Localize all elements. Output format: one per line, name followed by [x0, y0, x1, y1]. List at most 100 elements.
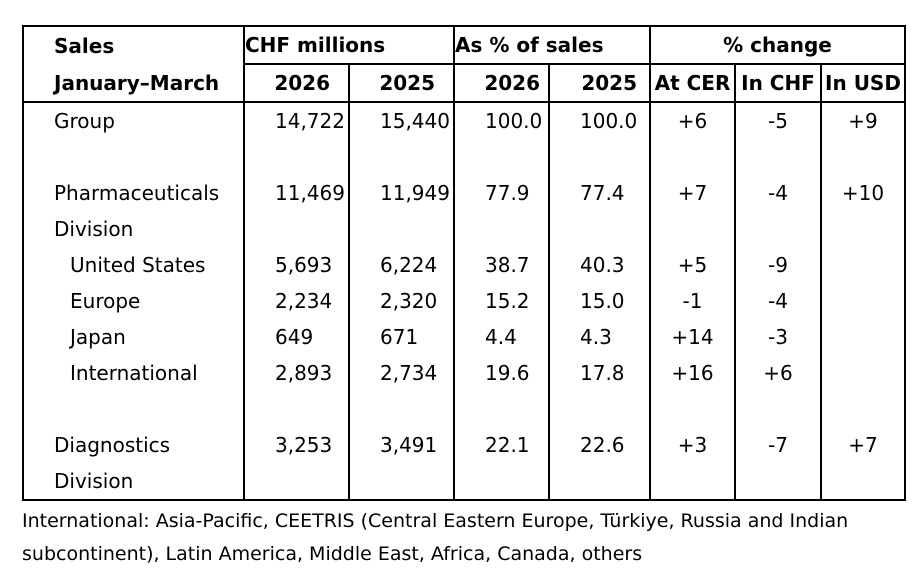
empty-cell: [348, 391, 454, 427]
change-chf: -3: [734, 319, 821, 355]
chf-2025: 3,491: [348, 427, 454, 463]
header-chf-2026: 2026: [243, 64, 349, 103]
empty-cell: [243, 139, 349, 175]
change-usd: [820, 283, 905, 319]
empty-cell: [820, 139, 905, 175]
change-cer: +3: [649, 427, 735, 463]
change-usd: +10: [820, 175, 905, 211]
pct-2026: 100.0: [453, 102, 549, 139]
change-chf: -5: [734, 102, 821, 139]
header-in-usd: In USD: [820, 64, 905, 103]
chf-2026: 2,234: [243, 283, 349, 319]
table-row: Division: [23, 211, 905, 247]
header-pct-change: % change: [649, 26, 905, 65]
empty-cell: [649, 391, 735, 427]
chf-2026: 3,253: [243, 427, 349, 463]
empty-cell: [548, 463, 650, 500]
table-row: Diagnostics 3,253 3,491 22.1 22.6 +3 -7 +7: [23, 427, 905, 463]
chf-2026: 14,722: [243, 102, 349, 139]
pct-2026: 38.7: [453, 247, 549, 283]
row-label: Europe: [70, 289, 141, 313]
change-chf: -4: [734, 283, 821, 319]
empty-cell: [453, 391, 549, 427]
empty-cell: [820, 463, 905, 500]
empty-cell: [23, 391, 244, 427]
change-cer: -1: [649, 283, 735, 319]
pct-2026: 22.1: [453, 427, 549, 463]
empty-cell: [453, 211, 549, 247]
table-row: [23, 139, 905, 175]
empty-cell: [734, 391, 821, 427]
chf-2025: 6,224: [348, 247, 454, 283]
change-cer: +14: [649, 319, 735, 355]
row-label: Japan: [70, 325, 126, 349]
pct-2026: 15.2: [453, 283, 549, 319]
pct-2025: 40.3: [548, 247, 650, 283]
row-label: Group: [54, 109, 115, 133]
pct-2026: 19.6: [453, 355, 549, 391]
empty-cell: [243, 391, 349, 427]
empty-cell: [453, 463, 549, 500]
change-cer: +16: [649, 355, 735, 391]
row-label: Diagnostics: [54, 433, 171, 457]
empty-cell: [649, 211, 735, 247]
change-usd: +9: [820, 102, 905, 139]
table-row: Group 14,722 15,440 100.0 100.0 +6 -5 +9: [23, 102, 905, 139]
chf-2025: 2,320: [348, 283, 454, 319]
chf-2026: 11,469: [243, 175, 349, 211]
pct-2026: 4.4: [453, 319, 549, 355]
change-cer: +7: [649, 175, 735, 211]
empty-cell: [820, 211, 905, 247]
pct-2025: 22.6: [548, 427, 650, 463]
chf-2025: 15,440: [348, 102, 454, 139]
empty-cell: [348, 463, 454, 500]
chf-2026: 5,693: [243, 247, 349, 283]
table-row: Japan 649 671 4.4 4.3 +14 -3: [23, 319, 905, 355]
change-chf: +6: [734, 355, 821, 391]
empty-cell: [548, 139, 650, 175]
row-label: United States: [70, 253, 206, 277]
header-sales: Sales: [54, 33, 115, 58]
empty-cell: [548, 391, 650, 427]
pct-2025: 15.0: [548, 283, 650, 319]
table-row: Europe 2,234 2,320 15.2 15.0 -1 -4: [23, 283, 905, 319]
empty-cell: [453, 139, 549, 175]
row-label: Pharmaceuticals: [54, 181, 220, 205]
change-usd: [820, 247, 905, 283]
change-usd: [820, 355, 905, 391]
empty-cell: [23, 139, 244, 175]
header-chf-2025: 2025: [348, 64, 454, 103]
empty-cell: [734, 463, 821, 500]
empty-cell: [734, 211, 821, 247]
empty-cell: [348, 211, 454, 247]
pct-2025: 4.3: [548, 319, 650, 355]
row-label: International: [70, 361, 198, 385]
footnote: International: Asia-Pacific, CEETRIS (Ce…: [22, 510, 849, 565]
header-chf-millions: CHF millions: [243, 26, 454, 65]
header-pct-2025: 2025: [548, 64, 650, 103]
table-row: Division: [23, 463, 905, 500]
empty-cell: [243, 211, 349, 247]
change-usd: +7: [820, 427, 905, 463]
pct-2025: 100.0: [548, 102, 650, 139]
chf-2025: 2,734: [348, 355, 454, 391]
header-period: January–March: [23, 64, 244, 103]
table-row: [23, 391, 905, 427]
table-row: United States 5,693 6,224 38.7 40.3 +5 -9: [23, 247, 905, 283]
header-in-chf: In CHF: [734, 64, 821, 103]
change-cer: +5: [649, 247, 735, 283]
row-label-cont: Division: [54, 469, 134, 493]
change-chf: -9: [734, 247, 821, 283]
sales-table: Sales CHF millions As % of sales % chang…: [22, 25, 906, 501]
chf-2025: 671: [348, 319, 454, 355]
empty-cell: [820, 391, 905, 427]
empty-cell: [348, 139, 454, 175]
header-pct-sales: As % of sales: [453, 26, 650, 65]
header-at-cer: At CER: [649, 64, 735, 103]
pct-2025: 17.8: [548, 355, 650, 391]
empty-cell: [649, 463, 735, 500]
empty-cell: [734, 139, 821, 175]
empty-cell: [243, 463, 349, 500]
pct-2026: 77.9: [453, 175, 549, 211]
change-cer: +6: [649, 102, 735, 139]
